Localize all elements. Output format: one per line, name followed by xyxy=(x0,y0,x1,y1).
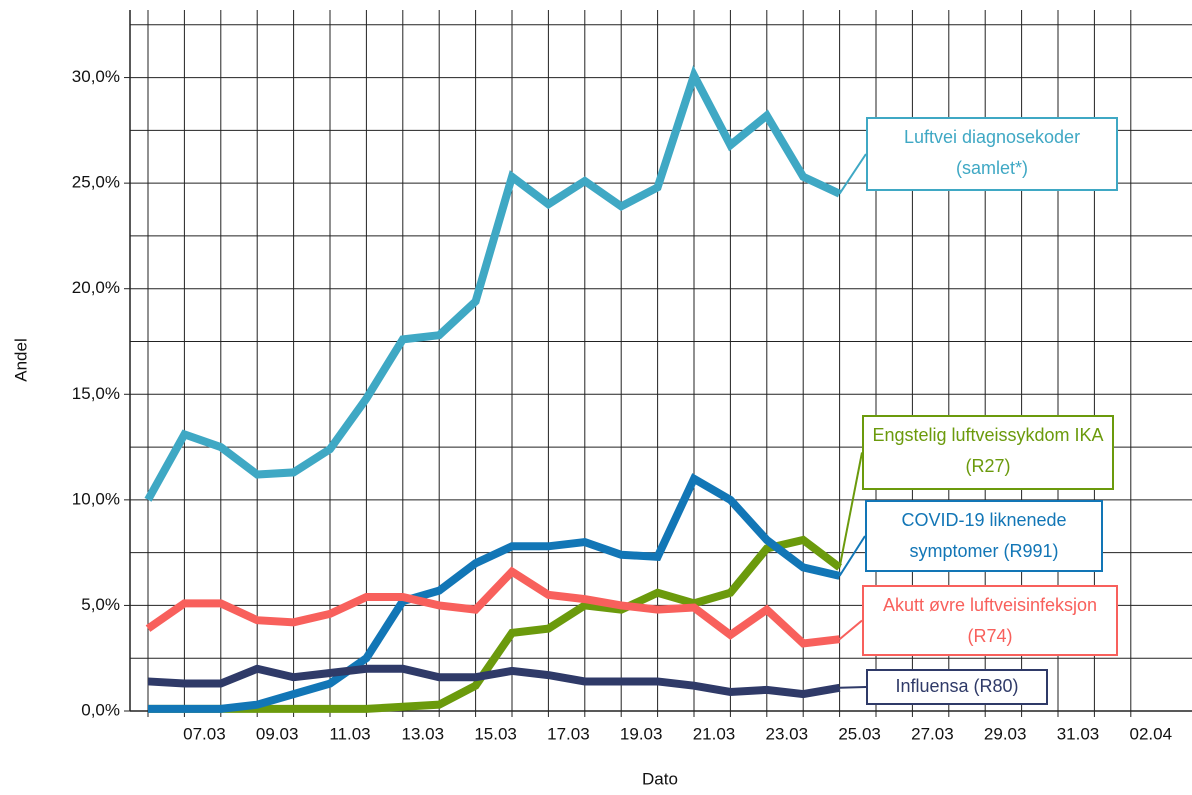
legend-label: Luftvei diagnosekoder (samlet*) xyxy=(866,117,1118,191)
y-tick-label: 5,0% xyxy=(81,595,120,614)
label-connector xyxy=(838,619,863,640)
series-line xyxy=(145,566,841,648)
y-tick-label: 10,0% xyxy=(72,489,120,508)
x-tick-label: 29.03 xyxy=(984,724,1027,743)
x-tick-label: 17.03 xyxy=(547,724,590,743)
x-tick-label: 07.03 xyxy=(183,724,226,743)
label-connector xyxy=(838,452,863,568)
x-tick-label: 19.03 xyxy=(620,724,663,743)
series-line xyxy=(148,535,843,713)
label-connector xyxy=(839,686,867,689)
x-tick-label: 23.03 xyxy=(766,724,809,743)
legend-label: COVID-19 liknenede symptomer (R991) xyxy=(865,500,1103,572)
y-tick-label: 25,0% xyxy=(72,173,120,192)
label-connector xyxy=(838,535,866,577)
x-tick-label: 25.03 xyxy=(838,724,881,743)
x-tick-label: 13.03 xyxy=(402,724,445,743)
x-tick-label: 02.04 xyxy=(1130,724,1173,743)
label-connector xyxy=(838,153,867,195)
x-tick-label: 09.03 xyxy=(256,724,299,743)
legend-label: Akutt øvre luftveisinfeksjon (R74) xyxy=(862,585,1118,656)
x-axis-label: Dato xyxy=(642,769,678,788)
y-axis-label: Andel xyxy=(11,338,30,381)
legend-label: Engstelig luftveissykdom IKA (R27) xyxy=(862,415,1114,490)
x-tick-label: 15.03 xyxy=(474,724,517,743)
x-tick-label: 11.03 xyxy=(329,724,370,743)
y-tick-label: 30,0% xyxy=(72,67,120,86)
legend-label: Influensa (R80) xyxy=(866,669,1048,705)
x-tick-label: 21.03 xyxy=(693,724,736,743)
y-tick-label: 20,0% xyxy=(72,278,120,297)
x-tick-label: 31.03 xyxy=(1057,724,1100,743)
y-tick-label: 15,0% xyxy=(72,384,120,403)
series-line xyxy=(148,473,841,713)
series-line xyxy=(144,65,842,502)
series-line xyxy=(147,664,841,699)
y-tick-label: 0,0% xyxy=(81,700,120,719)
x-tick-label: 27.03 xyxy=(911,724,954,743)
